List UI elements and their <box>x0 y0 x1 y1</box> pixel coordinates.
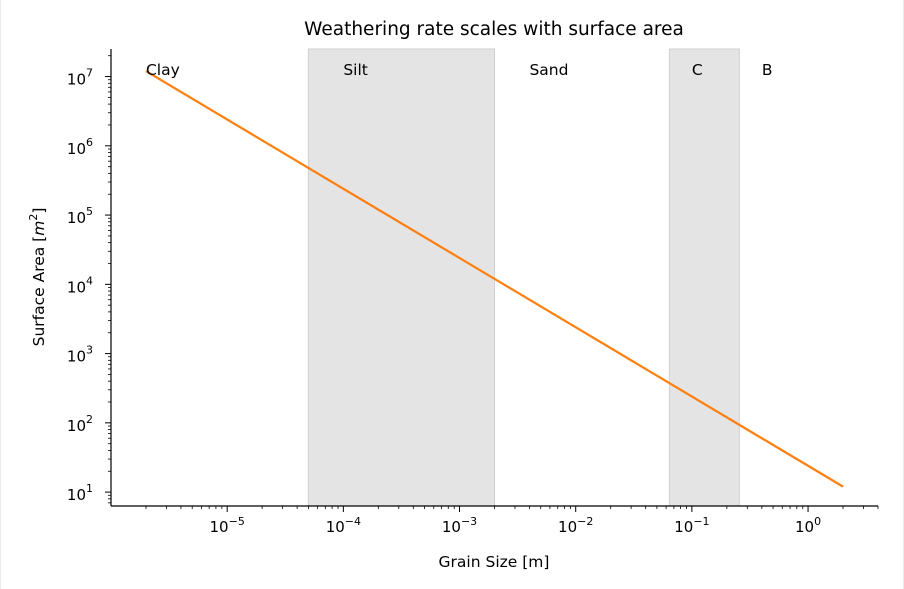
series-line-0 <box>145 70 844 488</box>
y-tick-label: 105 <box>67 205 93 227</box>
region-label-b: B <box>762 61 773 79</box>
region-label-c: C <box>692 61 703 79</box>
y-axis-label-close: ] <box>30 208 48 214</box>
y-axis-label-exp: 2 <box>27 214 40 221</box>
series-layer <box>145 70 844 488</box>
x-axis-label: Grain Size [m] <box>439 553 550 571</box>
region-label-clay: Clay <box>146 61 180 79</box>
y-axis-label-unit: m <box>30 221 48 236</box>
left-border <box>0 0 1 589</box>
y-axis-label-text: Surface Area [ <box>30 236 48 347</box>
y-tick-label: 103 <box>67 344 93 366</box>
x-tick-label: 10−5 <box>210 515 245 536</box>
y-tick-label: 107 <box>67 67 93 89</box>
y-tick-label: 106 <box>67 136 93 158</box>
region-label-silt: Silt <box>343 61 368 79</box>
chart-title: Weathering rate scales with surface area <box>304 19 684 40</box>
shaded-bands <box>307 48 740 507</box>
region-label-sand: Sand <box>529 61 568 79</box>
x-tick-label: 10−4 <box>326 515 361 536</box>
x-tick-label: 100 <box>795 515 821 536</box>
x-ticks: 10−5 10−4 10−3 10−2 10−1 100 <box>145 506 879 536</box>
x-tick-label: 10−2 <box>558 515 593 536</box>
y-tick-label: 104 <box>67 274 93 296</box>
y-axis-label: Surface Area [m2] <box>27 208 48 347</box>
y-tick-label: 101 <box>67 482 93 504</box>
y-ticks: 101 102 103 104 105 106 107 <box>67 55 111 504</box>
y-tick-label: 102 <box>67 413 93 435</box>
shaded-band-c <box>668 48 740 507</box>
x-tick-label: 10−1 <box>674 515 709 536</box>
region-labels: Clay Silt Sand C B <box>146 61 772 79</box>
shaded-band-silt <box>307 48 495 507</box>
x-tick-label: 10−3 <box>442 515 477 536</box>
